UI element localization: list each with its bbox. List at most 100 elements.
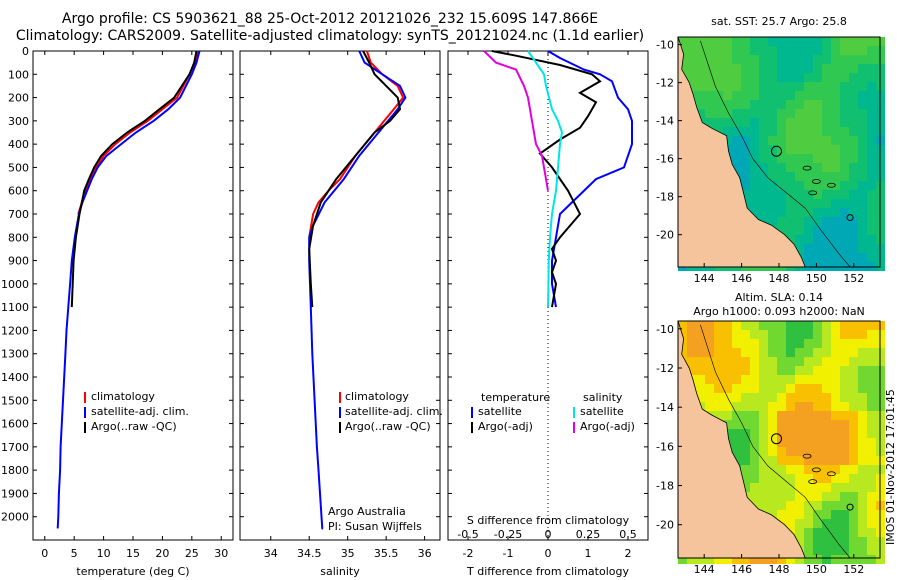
sla-map-cell — [831, 384, 840, 393]
sst-map-cell — [831, 82, 840, 91]
sla-map-cell — [786, 510, 795, 519]
depth-tick-label: 1800 — [1, 464, 29, 477]
sla-map-cell — [795, 411, 804, 420]
sst-map-cell — [732, 37, 741, 46]
sla-map-cell — [678, 555, 687, 564]
sla-map-cell — [759, 420, 768, 429]
sla-map-cell — [759, 402, 768, 411]
sst-map-cell — [822, 136, 831, 145]
sst-map-cell — [696, 100, 705, 109]
title-line-2: Climatology: CARS2009. Satellite-adjuste… — [15, 28, 645, 44]
sst-map-cell — [849, 37, 858, 46]
sst-map-cell — [732, 82, 741, 91]
sst-map-cell — [849, 208, 858, 217]
sst-map-cell — [858, 253, 867, 262]
sst-map-cell — [858, 55, 867, 64]
sla-map-cell — [687, 366, 696, 375]
sst-map-cell — [813, 199, 822, 208]
sst-map-cell — [867, 190, 876, 199]
sla-map-cell — [813, 456, 822, 465]
salinity-diff-tick-label: 0 — [545, 528, 552, 541]
sst-map-cell — [705, 109, 714, 118]
sst-map-cell — [768, 64, 777, 73]
difference-series-salinity-satellite — [527, 50, 564, 308]
sst-map-cell — [759, 199, 768, 208]
sla-map-cell — [714, 339, 723, 348]
sla-map-cell — [795, 501, 804, 510]
sst-map-cell — [858, 208, 867, 217]
sst-map-cell — [831, 163, 840, 172]
sst-map-cell — [867, 208, 876, 217]
sla-map-cell — [840, 456, 849, 465]
sst-map-cell — [741, 46, 750, 55]
sla-map-cell — [768, 330, 777, 339]
sst-map-cell — [795, 37, 804, 46]
sst-map-cell — [786, 109, 795, 118]
sst-map-cell — [741, 190, 750, 199]
sla-map-cell — [804, 456, 813, 465]
salinity-legend-label: climatology — [345, 390, 409, 403]
sla-map-cell — [840, 384, 849, 393]
sst-map-cell — [831, 136, 840, 145]
sla-map-cell — [840, 501, 849, 510]
sla-map-cell — [759, 393, 768, 402]
sla-map-lat-label: -10 — [656, 323, 674, 336]
sla-map-cell — [732, 330, 741, 339]
salinity-diff-tick-label: 0.25 — [576, 528, 601, 541]
sst-map-cell — [822, 244, 831, 253]
sla-map-cell — [867, 483, 876, 492]
sst-map-cell — [732, 145, 741, 154]
sst-map-cell — [831, 91, 840, 100]
sst-map-cell — [867, 163, 876, 172]
sst-map-cell — [831, 235, 840, 244]
sla-map-cell — [777, 465, 786, 474]
temperature-series-climatology — [77, 50, 199, 215]
sla-map-cell — [858, 402, 867, 411]
sst-map-cell — [795, 100, 804, 109]
sla-map-cell — [786, 384, 795, 393]
sla-map-cell — [732, 429, 741, 438]
sst-map-cell — [840, 217, 849, 226]
sla-map-cell — [867, 528, 876, 537]
sla-map-cell — [705, 321, 714, 330]
sla-map-cell — [804, 411, 813, 420]
sla-map-cell — [849, 501, 858, 510]
sla-map-cell — [804, 519, 813, 528]
salinity-diff-tick-label: 0.5 — [619, 528, 637, 541]
sst-map-cell — [795, 190, 804, 199]
sla-map-cell — [813, 429, 822, 438]
sst-map-cell — [858, 154, 867, 163]
sst-map-cell — [696, 91, 705, 100]
sst-map-cell — [714, 73, 723, 82]
sst-map-cell — [777, 172, 786, 181]
sst-map-cell — [840, 226, 849, 235]
sla-map-lat-label: -16 — [656, 440, 674, 453]
sla-map-cell — [822, 456, 831, 465]
sla-map-cell — [813, 393, 822, 402]
sst-map-cell — [795, 235, 804, 244]
sla-map-cell — [714, 555, 723, 564]
sst-map-cell — [759, 55, 768, 64]
sst-map-cell — [741, 136, 750, 145]
sst-map-lon-label: 150 — [806, 272, 827, 285]
sst-map-cell — [750, 145, 759, 154]
sst-map-cell — [840, 199, 849, 208]
sla-map-cell — [867, 339, 876, 348]
sst-map-cell — [813, 136, 822, 145]
diff-legend-label: Argo(-adj) — [580, 420, 635, 433]
sla-map-cell — [840, 357, 849, 366]
depth-tick-label: 100 — [8, 68, 29, 81]
sla-map-cell — [858, 456, 867, 465]
sla-map-title-2: Argo h1000: 0.093 h2000: NaN — [693, 305, 865, 318]
sst-map-cell — [786, 127, 795, 136]
sla-map-cell — [777, 330, 786, 339]
sla-map-cell — [786, 321, 795, 330]
depth-tick-label: 1700 — [1, 441, 29, 454]
sla-map-cell — [759, 411, 768, 420]
depth-tick-label: 1900 — [1, 487, 29, 500]
sla-map-cell — [750, 366, 759, 375]
sst-map-cell — [867, 199, 876, 208]
sla-map-cell — [867, 420, 876, 429]
sla-map-cell — [732, 555, 741, 564]
sst-map-cell — [813, 244, 822, 253]
